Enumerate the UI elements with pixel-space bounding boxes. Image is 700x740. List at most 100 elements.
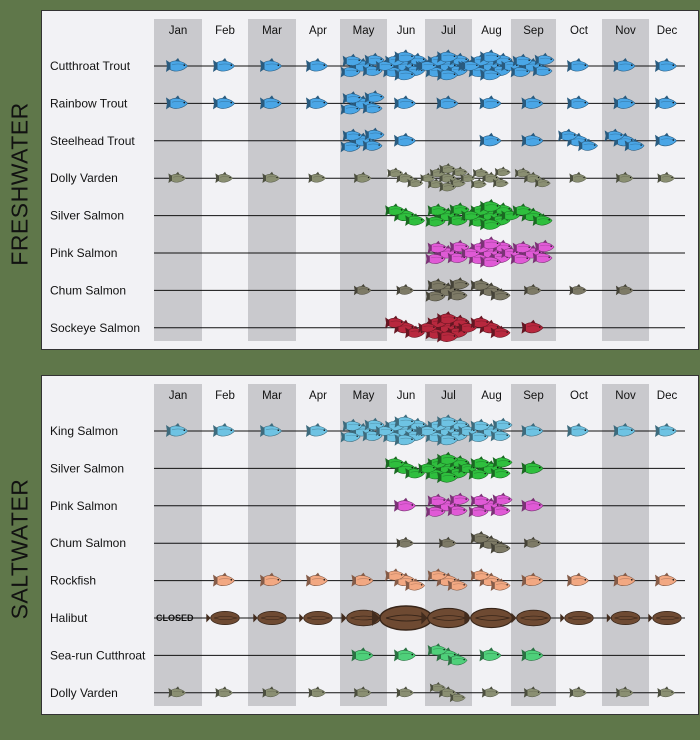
fish-mark bbox=[351, 647, 374, 662]
species-label: Sea-run Cutthroat bbox=[50, 648, 146, 662]
fish-mark bbox=[340, 102, 361, 115]
fish-mark bbox=[439, 163, 456, 174]
fish-mark bbox=[521, 95, 544, 110]
fish-mark bbox=[490, 288, 511, 301]
month-label: Jan bbox=[169, 25, 188, 37]
fish-mark bbox=[385, 456, 405, 469]
fish-mark bbox=[427, 568, 448, 581]
fish-mark bbox=[362, 101, 383, 114]
fish-mark bbox=[394, 132, 416, 147]
fish-mark bbox=[425, 251, 446, 265]
fish-mark bbox=[437, 329, 458, 343]
fish-mark bbox=[353, 171, 372, 183]
fish-mark bbox=[480, 236, 501, 250]
fish-mark bbox=[437, 451, 458, 466]
month-label: Sep bbox=[523, 25, 543, 37]
fish-mark bbox=[521, 319, 544, 334]
fish-mark bbox=[215, 171, 233, 183]
fish-mark bbox=[480, 67, 501, 81]
month-label: Apr bbox=[309, 390, 327, 402]
fish-mark bbox=[427, 240, 448, 254]
fish-mark bbox=[472, 167, 489, 178]
fish-mark bbox=[437, 67, 458, 81]
fish-mark bbox=[655, 572, 677, 587]
month-label: Jul bbox=[441, 390, 456, 402]
fish-mark bbox=[567, 572, 589, 587]
fish-mark bbox=[425, 214, 446, 227]
fish-mark bbox=[262, 686, 280, 698]
fish-mark bbox=[436, 95, 459, 110]
fish-mark bbox=[449, 277, 470, 290]
fish-mark bbox=[405, 578, 425, 591]
fish-mark bbox=[385, 315, 405, 329]
fish-mark bbox=[532, 250, 553, 264]
fish-mark bbox=[521, 497, 544, 512]
fish-mark bbox=[510, 64, 531, 78]
fish-mark bbox=[481, 171, 500, 183]
fish-mark bbox=[655, 132, 677, 147]
fish-mark bbox=[492, 492, 513, 506]
fish-mark bbox=[510, 251, 531, 265]
fish-mark bbox=[470, 178, 487, 189]
fish-mark bbox=[166, 58, 188, 72]
fish-mark bbox=[492, 177, 509, 188]
saltwater-title: SALTWATER bbox=[6, 478, 33, 620]
fish-mark bbox=[396, 284, 414, 296]
fish-mark bbox=[213, 58, 235, 72]
fish-mark bbox=[521, 647, 544, 662]
month-label: May bbox=[353, 390, 375, 402]
month-label: May bbox=[353, 25, 375, 37]
fish-mark bbox=[437, 432, 458, 446]
month-label: Feb bbox=[215, 25, 235, 37]
fish-mark bbox=[427, 493, 448, 507]
fish-mark bbox=[340, 64, 361, 78]
fish-mark bbox=[437, 311, 458, 325]
fish-mark bbox=[447, 578, 468, 591]
fish-mark bbox=[567, 58, 589, 72]
fish-mark bbox=[394, 67, 416, 81]
fish-mark bbox=[394, 414, 416, 428]
fish-mark bbox=[521, 460, 544, 475]
fish-mark bbox=[418, 59, 437, 72]
month-label: Sep bbox=[523, 390, 543, 402]
fish-mark bbox=[490, 541, 511, 554]
fish-mark bbox=[512, 240, 533, 254]
fish-mark bbox=[342, 91, 363, 104]
species-label: Pink Salmon bbox=[50, 499, 117, 513]
fish-mark bbox=[396, 536, 414, 548]
species-label: Dolly Varden bbox=[50, 171, 118, 185]
fish-mark bbox=[615, 284, 634, 296]
species-label: Sockeye Salmon bbox=[50, 321, 140, 335]
fish-mark bbox=[480, 254, 501, 268]
fish-mark bbox=[353, 686, 372, 698]
fish-mark bbox=[394, 647, 416, 662]
fish-mark bbox=[479, 132, 502, 147]
fish-mark bbox=[340, 429, 361, 443]
species-label: Steelhead Trout bbox=[50, 134, 135, 148]
fish-mark bbox=[215, 686, 233, 698]
fish-mark bbox=[429, 682, 446, 693]
halibut-mark bbox=[372, 605, 433, 631]
fish-mark bbox=[437, 469, 458, 484]
closed-note: CLOSED bbox=[156, 613, 194, 623]
species-label: Dolly Varden bbox=[50, 686, 118, 700]
fish-mark bbox=[613, 58, 636, 72]
fish-mark bbox=[470, 278, 491, 291]
month-label: Mar bbox=[262, 390, 282, 402]
fish-mark bbox=[385, 568, 405, 581]
halibut-mark bbox=[648, 611, 682, 625]
fish-mark bbox=[166, 423, 188, 437]
fish-mark bbox=[461, 59, 480, 72]
species-label: Halibut bbox=[50, 611, 88, 625]
fish-mark bbox=[394, 49, 416, 63]
species-label: Cutthroat Trout bbox=[50, 59, 131, 73]
fish-mark bbox=[470, 568, 491, 581]
fish-mark bbox=[168, 171, 186, 183]
fish-mark bbox=[532, 213, 553, 226]
fish-mark bbox=[342, 418, 363, 432]
month-label: Apr bbox=[309, 25, 327, 37]
fish-mark bbox=[418, 424, 437, 437]
fish-mark bbox=[447, 288, 468, 301]
fish-mark bbox=[613, 95, 636, 110]
fish-mark bbox=[490, 325, 511, 339]
